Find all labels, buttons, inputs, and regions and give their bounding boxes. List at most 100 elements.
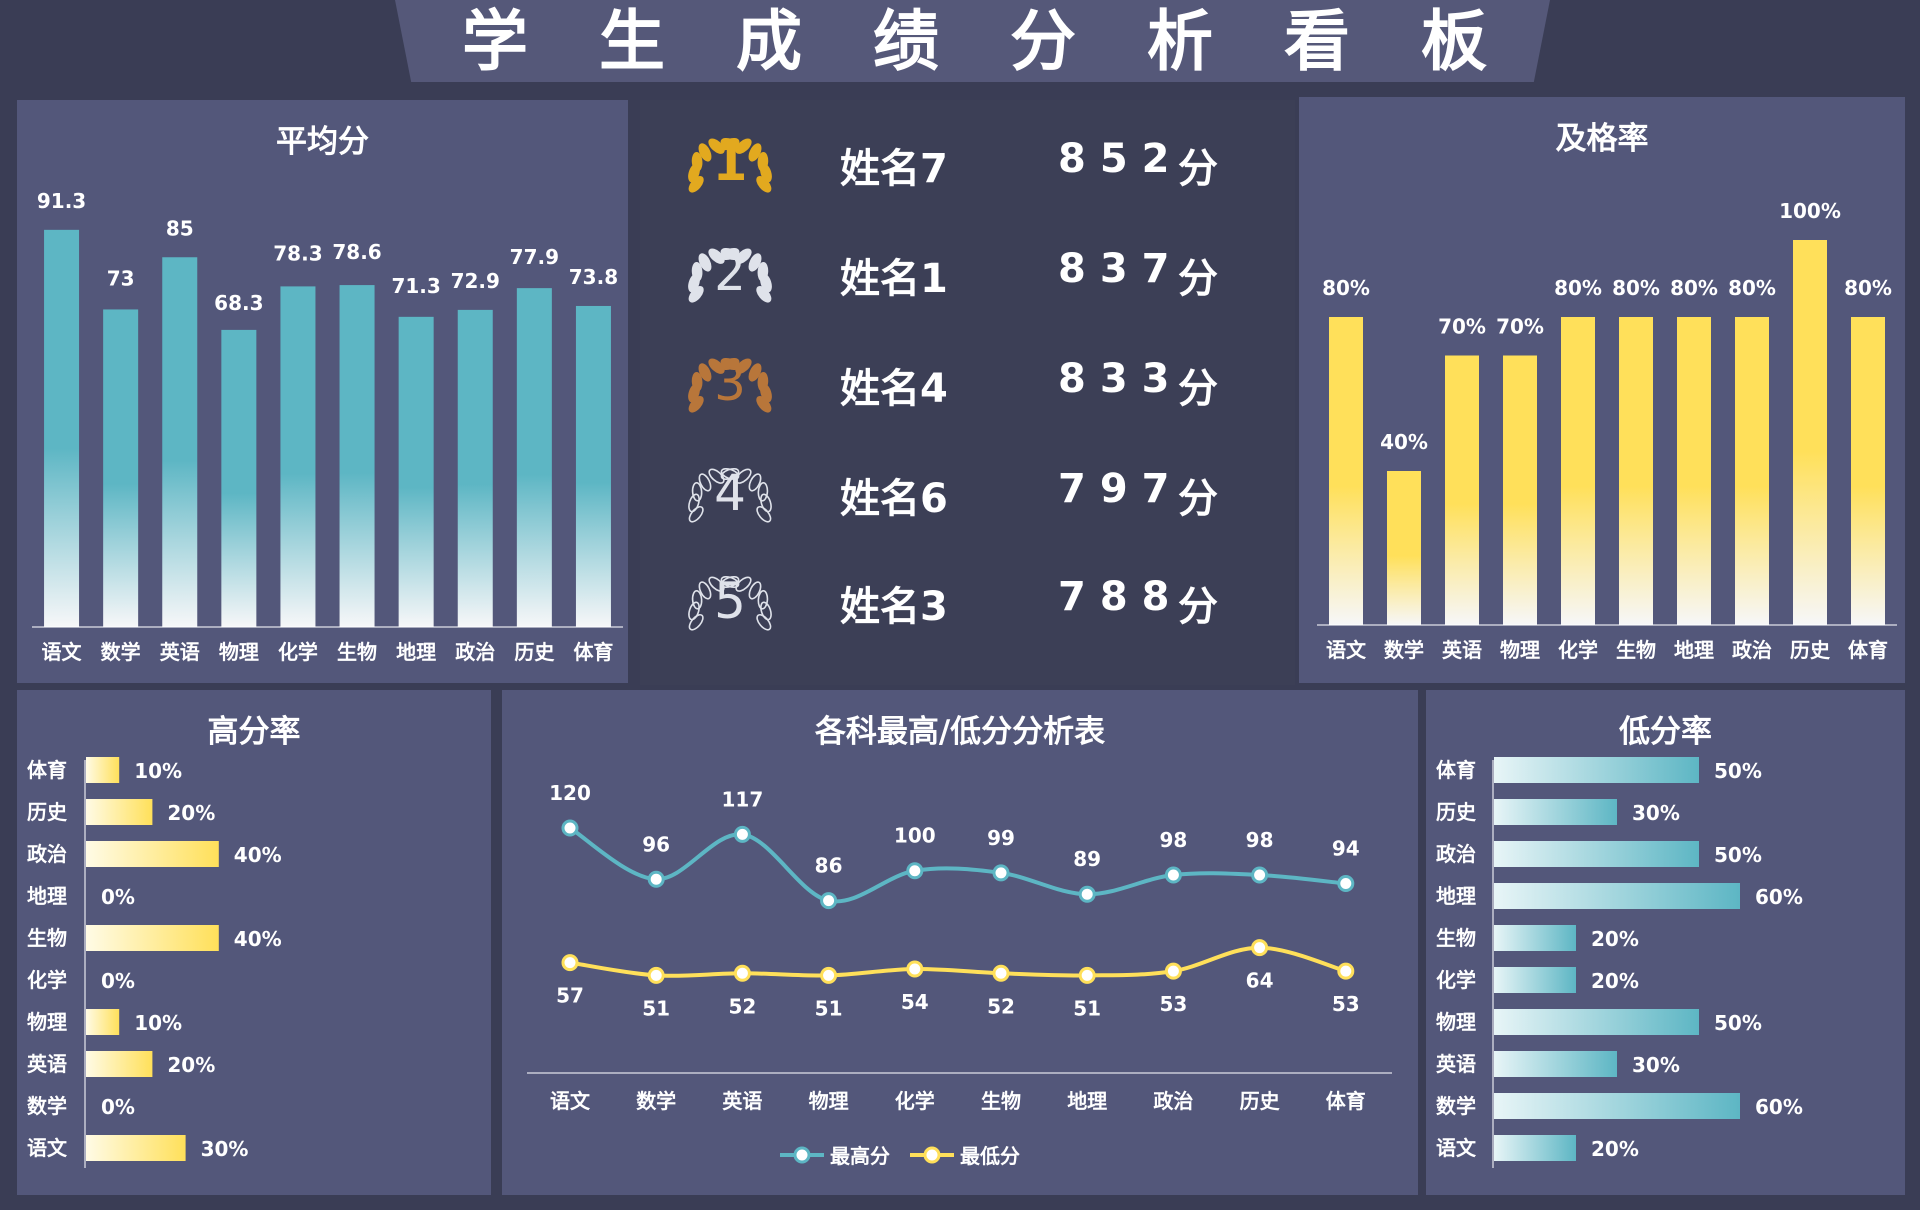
data-point xyxy=(1078,885,1096,903)
data-label: 100 xyxy=(894,824,936,848)
laurel-leaf xyxy=(688,493,700,513)
laurel-leaf xyxy=(748,253,762,272)
rank-row-2: 2 姓名1 837 分 xyxy=(640,220,1295,320)
tick-label: 英语 xyxy=(1442,638,1482,662)
tick-label: 生物 xyxy=(337,640,377,664)
data-label: 86 xyxy=(815,854,843,878)
laurel-leaf xyxy=(760,493,772,513)
bar xyxy=(457,309,493,627)
laurel-leaf xyxy=(720,357,740,371)
tick-label: 历史 xyxy=(1436,800,1477,824)
bar xyxy=(1494,1093,1740,1119)
data-label: 51 xyxy=(642,996,670,1020)
pass-rate-chart: 80% 语文 40% 数学 70% 英语 70% 物理 80% 化学 80% 生物 80% 地理 80% 政治… xyxy=(1317,199,1897,662)
tick-label: 数学 xyxy=(101,640,141,664)
laurel-leaf xyxy=(698,473,712,492)
bar xyxy=(1494,1135,1576,1161)
rank-unit: 分 xyxy=(1178,146,1218,192)
laurel-leaf xyxy=(720,575,740,589)
data-label: 0% xyxy=(101,969,135,993)
title-char: 析 xyxy=(1147,3,1213,80)
bar xyxy=(575,305,611,627)
laurel-leaf xyxy=(708,138,725,154)
data-label: 91.3 xyxy=(37,189,86,213)
data-label: 120 xyxy=(549,781,591,805)
laurel-leaf xyxy=(720,575,740,589)
rank-row-4: 4 姓名6 797 分 xyxy=(640,440,1295,540)
data-label: 73.8 xyxy=(569,265,618,289)
tick-label: 生物 xyxy=(27,926,67,950)
tick-label: 生物 xyxy=(1616,638,1656,662)
data-label: 71.3 xyxy=(391,274,440,298)
rank-name: 姓名4 xyxy=(840,366,948,412)
data-point xyxy=(906,960,924,978)
laurel-leaf xyxy=(698,581,712,600)
laurel-leaf xyxy=(748,363,762,382)
bar xyxy=(86,1135,186,1161)
data-label: 85 xyxy=(166,216,194,240)
data-label: 57 xyxy=(556,984,584,1008)
data-label: 80% xyxy=(1612,276,1660,300)
laurel-leaf xyxy=(698,143,712,162)
rank-row-3: 3 姓名4 833 分 xyxy=(640,330,1295,430)
tick-label: 生物 xyxy=(981,1089,1021,1113)
tick-label: 历史 xyxy=(27,800,68,824)
title-char: 板 xyxy=(1421,3,1487,80)
data-label: 20% xyxy=(1591,927,1639,951)
tick-label: 政治 xyxy=(1436,842,1476,866)
data-point xyxy=(1251,939,1269,957)
laurel-leaf xyxy=(691,152,703,172)
rank-name: 姓名7 xyxy=(840,146,948,192)
tick-label: 英语 xyxy=(27,1052,67,1076)
bar xyxy=(86,799,153,825)
rank-score: 833 xyxy=(1058,356,1184,402)
data-label: 30% xyxy=(201,1137,249,1161)
data-point xyxy=(992,864,1010,882)
laurel-leaf xyxy=(748,581,762,600)
data-label: 51 xyxy=(815,996,843,1020)
tick-label: 体育 xyxy=(1436,758,1476,782)
bar xyxy=(1851,317,1885,625)
rank-score: 788 xyxy=(1058,574,1184,620)
bar xyxy=(280,286,316,627)
tick-label: 历史 xyxy=(1240,1089,1281,1113)
data-label: 80% xyxy=(1844,276,1892,300)
data-label: 80% xyxy=(1322,276,1370,300)
title-char: 成 xyxy=(736,3,802,80)
laurel-leaf xyxy=(708,468,725,484)
bar xyxy=(1329,317,1363,625)
data-point xyxy=(1078,966,1096,984)
rank-unit: 分 xyxy=(1178,256,1218,302)
data-label: 80% xyxy=(1728,276,1776,300)
tick-label: 数学 xyxy=(27,1094,67,1118)
tick-label: 数学 xyxy=(1436,1094,1476,1118)
tick-label: 体育 xyxy=(573,640,613,664)
bar xyxy=(1677,317,1711,625)
rank-number: 3 xyxy=(714,354,746,412)
bar xyxy=(516,288,552,627)
data-label: 98 xyxy=(1159,828,1187,852)
laurel-leaf xyxy=(720,467,740,481)
data-label: 10% xyxy=(134,1011,182,1035)
data-label: 80% xyxy=(1670,276,1718,300)
rank-number: 2 xyxy=(714,244,746,302)
rank-unit: 分 xyxy=(1178,476,1218,522)
laurel-leaf xyxy=(735,358,752,374)
tick-label: 英语 xyxy=(1436,1052,1476,1076)
tick-label: 英语 xyxy=(160,640,200,664)
data-label: 100% xyxy=(1779,199,1841,223)
data-point xyxy=(733,964,751,982)
data-label: 54 xyxy=(901,990,929,1014)
tick-label: 体育 xyxy=(27,758,67,782)
high-low-chart: 120 96 117 86 100 99 89 98 98 94 57 51 52 51 54 52 51 53 6… xyxy=(527,781,1392,1168)
rank-unit: 分 xyxy=(1178,366,1218,412)
tick-label: 语文 xyxy=(42,640,83,664)
tick-label: 物理 xyxy=(809,1089,849,1113)
data-label: 53 xyxy=(1159,992,1187,1016)
tick-label: 物理 xyxy=(27,1010,67,1034)
laurel-leaf xyxy=(757,152,769,172)
laurel-leaf xyxy=(735,248,752,264)
low-rate-title: 低分率 xyxy=(1619,714,1712,750)
laurel-leaf xyxy=(720,467,740,481)
laurel-icon: 5 xyxy=(688,572,772,631)
